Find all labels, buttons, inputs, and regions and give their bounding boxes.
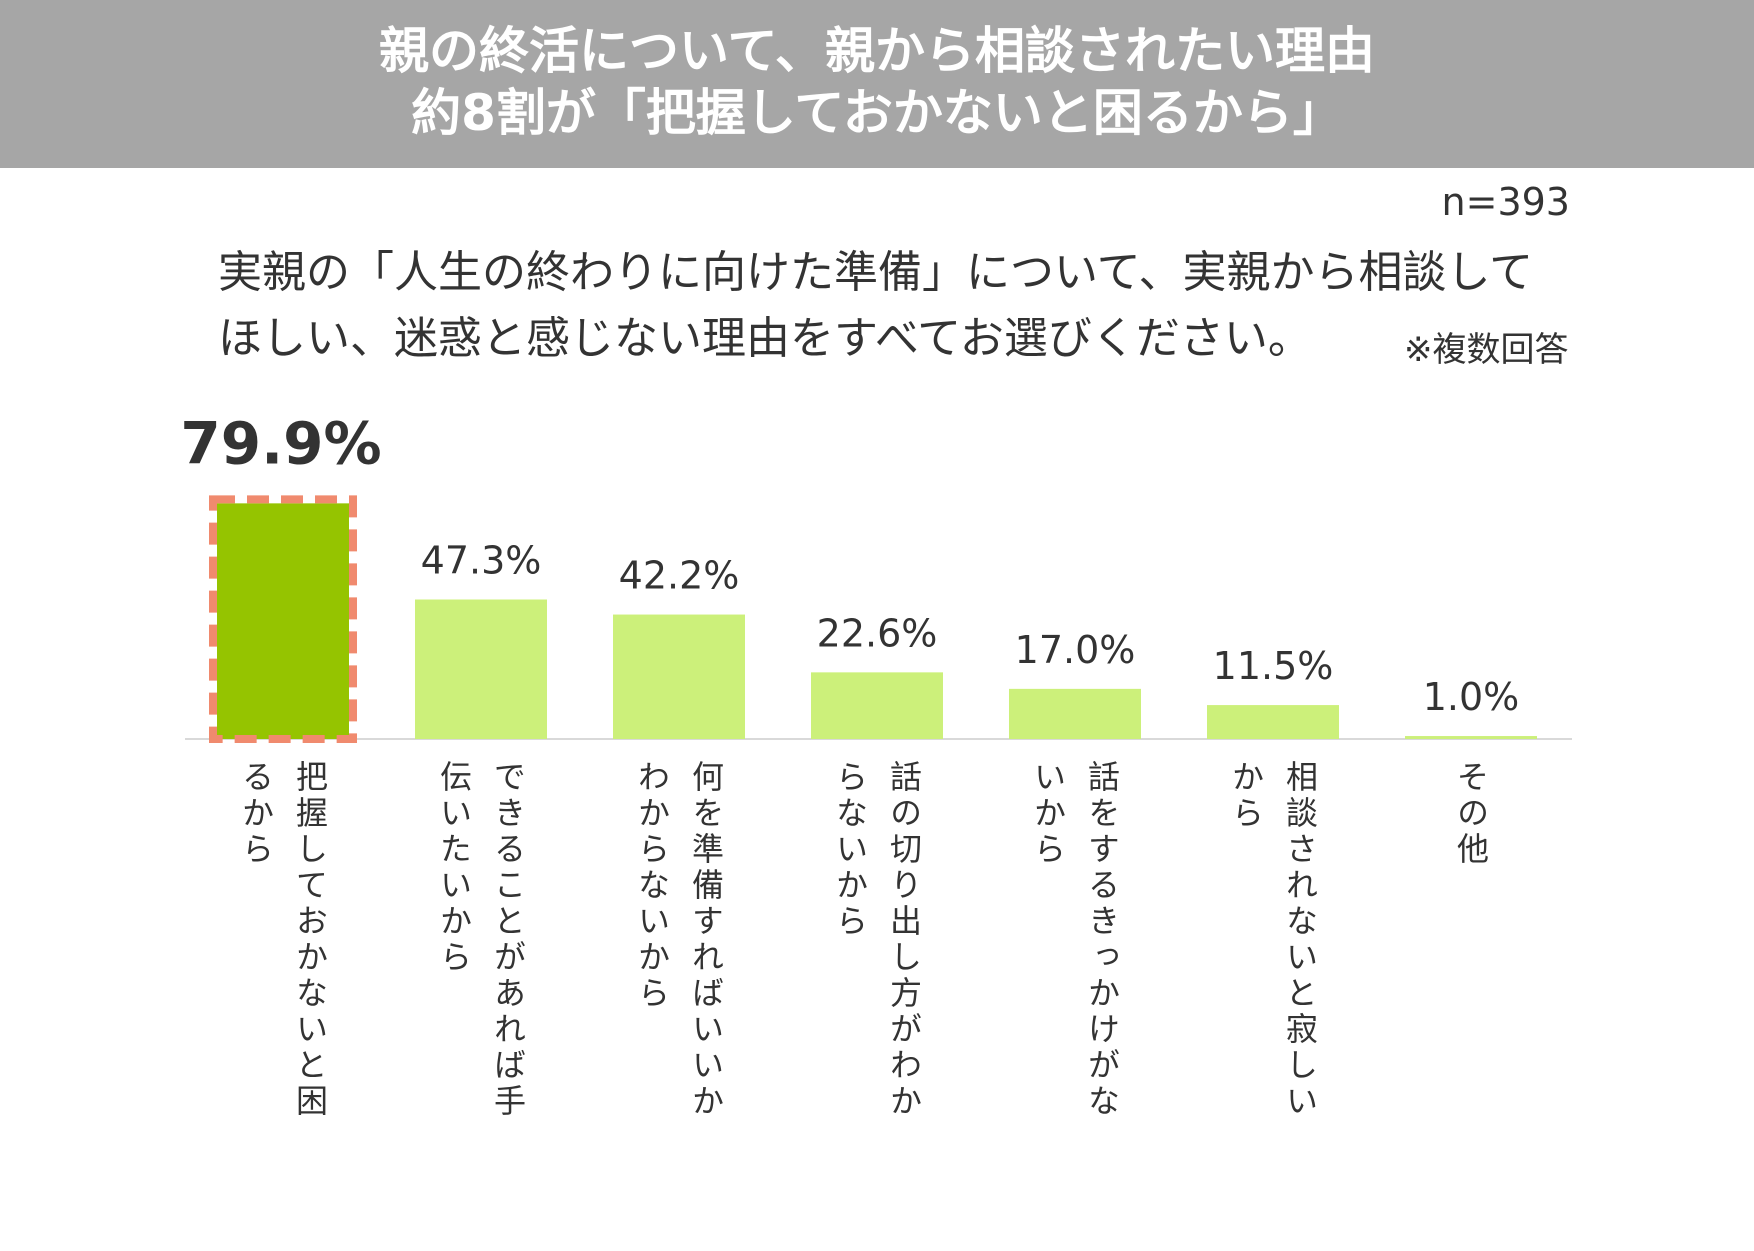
bar-1 [415, 599, 547, 739]
question-line-2: ほしい、迷惑と感じない理由をすべてお選びください。 [218, 313, 1312, 364]
sample-size: n=393 [1441, 180, 1570, 224]
highlight-dashed-border [209, 495, 357, 743]
category-label-5: 相談されないと寂しい から [1219, 760, 1327, 1120]
bar-0 [217, 503, 349, 739]
question-line-1: 実親の「人生の終わりに向けた準備」について、実親から相談して [218, 247, 1534, 298]
survey-question: 実親の「人生の終わりに向けた準備」について、実親から相談して ほしい、迷惑と感じ… [218, 240, 1533, 372]
category-label-3-line-0: 話の切り出し方がわか [885, 760, 923, 1120]
category-label-4: 話をするきっかけがな いから [1021, 760, 1129, 1120]
bar-3 [811, 672, 943, 739]
multiple-answer-note: ※複数回答 [1404, 330, 1569, 370]
bar-6 [1405, 736, 1537, 739]
value-label-2: 42.2% [619, 554, 740, 598]
category-label-2: 何を準備すればいいか わからないから [625, 760, 733, 1120]
value-label-5: 11.5% [1213, 644, 1334, 688]
value-label-1: 47.3% [421, 539, 542, 583]
category-label-3-line-1: らないから [831, 760, 869, 940]
category-label-2-line-1: わからないから [633, 760, 671, 1012]
category-label-4-line-0: 話をするきっかけがな [1083, 760, 1121, 1120]
value-label-6: 1.0% [1423, 675, 1520, 719]
value-label-4: 17.0% [1015, 628, 1136, 672]
category-label-3: 話の切り出し方がわか らないから [823, 760, 931, 1120]
category-label-1-line-1: 伝いたいから [435, 760, 473, 976]
category-label-0-line-0: 把握しておかないと困 [291, 760, 329, 1120]
bar-4 [1009, 688, 1141, 739]
category-label-5-line-1: から [1227, 760, 1265, 832]
category-label-6-line-0: その他 [1452, 760, 1490, 868]
category-label-4-line-1: いから [1029, 760, 1067, 868]
value-label-3: 22.6% [817, 611, 938, 655]
category-label-0: 把握しておかないと困 るから [229, 760, 337, 1120]
header-banner: 親の終活について、親から相談されたい理由 約8割が「把握しておかないと困るから」 [0, 0, 1754, 168]
value-label-0: 79.9% [180, 409, 381, 477]
category-label-6: その他 [1444, 760, 1498, 868]
headline-line-2: 約8割が「把握しておかないと困るから」 [411, 84, 1343, 142]
category-label-2-line-0: 何を準備すればいいか [687, 760, 725, 1120]
bar-5 [1207, 705, 1339, 739]
headline-line-1: 親の終活について、親から相談されたい理由 [379, 22, 1375, 80]
category-label-5-line-0: 相談されないと寂しい [1281, 760, 1319, 1120]
category-label-1-line-0: できることがあれば手 [489, 760, 527, 1120]
category-label-1: できることがあれば手 伝いたいから [427, 760, 535, 1120]
category-label-0-line-1: るから [237, 760, 275, 868]
bar-2 [613, 614, 745, 739]
